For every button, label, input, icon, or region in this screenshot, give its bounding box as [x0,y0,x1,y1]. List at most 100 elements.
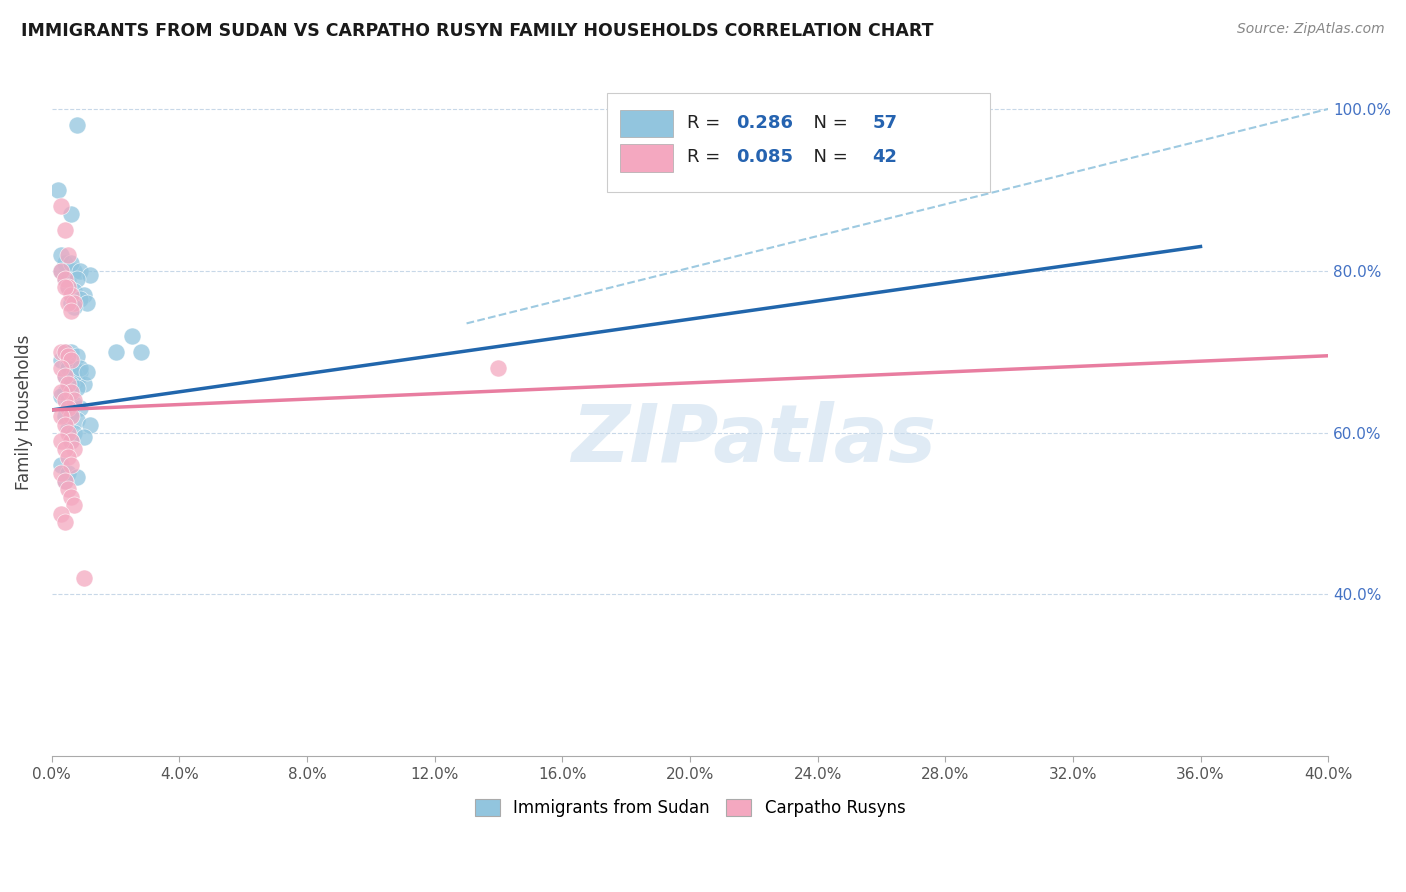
Point [63,264,86,278]
Point [69,365,91,379]
Y-axis label: Family Households: Family Households [15,334,32,490]
Point [53,442,76,456]
Point [56,466,79,480]
Point [56,401,79,416]
Text: N =: N = [803,114,853,132]
Point [63,442,86,456]
Point [56,280,79,294]
Point [53,272,76,286]
Point [53,515,76,529]
Point [59,434,82,448]
Text: IMMIGRANTS FROM SUDAN VS CARPATHO RUSYN FAMILY HOUSEHOLDS CORRELATION CHART: IMMIGRANTS FROM SUDAN VS CARPATHO RUSYN … [21,22,934,40]
Point [53,223,76,237]
Point [59,344,82,359]
Point [488,360,510,375]
Point [63,360,86,375]
Point [56,421,79,435]
Point [51,247,73,261]
Text: Source: ZipAtlas.com: Source: ZipAtlas.com [1237,22,1385,37]
Point [129,344,152,359]
Point [46,183,69,197]
FancyBboxPatch shape [620,145,673,171]
Point [79,268,101,282]
Point [59,458,82,472]
FancyBboxPatch shape [620,110,673,137]
Point [73,377,96,392]
Point [59,288,82,302]
Text: N =: N = [803,148,853,166]
Point [63,368,86,382]
Point [53,474,76,488]
Point [53,393,76,408]
Point [51,507,73,521]
FancyBboxPatch shape [607,93,990,193]
Point [53,256,76,270]
Text: R =: R = [688,148,727,166]
Point [76,296,98,310]
Point [66,373,89,387]
Point [56,393,79,408]
Point [51,385,73,400]
Point [51,466,73,480]
Point [59,409,82,424]
Legend: Immigrants from Sudan, Carpatho Rusyns: Immigrants from Sudan, Carpatho Rusyns [468,792,912,823]
Point [51,264,73,278]
Point [59,434,82,448]
Point [53,344,76,359]
Point [59,491,82,505]
Point [66,272,89,286]
Point [56,357,79,371]
Point [79,417,101,432]
Point [59,377,82,392]
Point [53,369,76,384]
Point [66,349,89,363]
Point [51,360,73,375]
Point [76,365,98,379]
Point [53,417,76,432]
Point [56,482,79,496]
Point [63,393,86,408]
Point [69,401,91,416]
Point [56,247,79,261]
Point [66,381,89,395]
Point [51,352,73,367]
Point [56,377,79,392]
Point [63,296,86,310]
Text: 0.286: 0.286 [735,114,793,132]
Point [104,344,127,359]
Point [63,284,86,298]
Point [53,409,76,424]
Point [73,430,96,444]
Point [53,474,76,488]
Point [59,405,82,419]
Point [51,409,73,424]
Point [63,499,86,513]
Point [59,256,82,270]
Text: 42: 42 [873,148,897,166]
Point [69,264,91,278]
Text: 57: 57 [873,114,897,132]
Point [121,328,143,343]
Point [51,458,73,472]
Point [53,369,76,384]
Text: R =: R = [688,114,727,132]
Point [53,385,76,400]
Point [51,434,73,448]
Point [56,425,79,440]
Point [59,304,82,318]
Point [56,450,79,464]
Text: ZIPatlas: ZIPatlas [571,401,936,479]
Point [59,373,82,387]
Point [66,470,89,484]
Point [53,280,76,294]
Text: 0.085: 0.085 [735,148,793,166]
Point [66,413,89,427]
Point [59,207,82,221]
Point [63,425,86,440]
Point [53,344,76,359]
Point [69,360,91,375]
Point [63,300,86,314]
Point [51,389,73,403]
Point [69,292,91,306]
Point [59,296,82,310]
